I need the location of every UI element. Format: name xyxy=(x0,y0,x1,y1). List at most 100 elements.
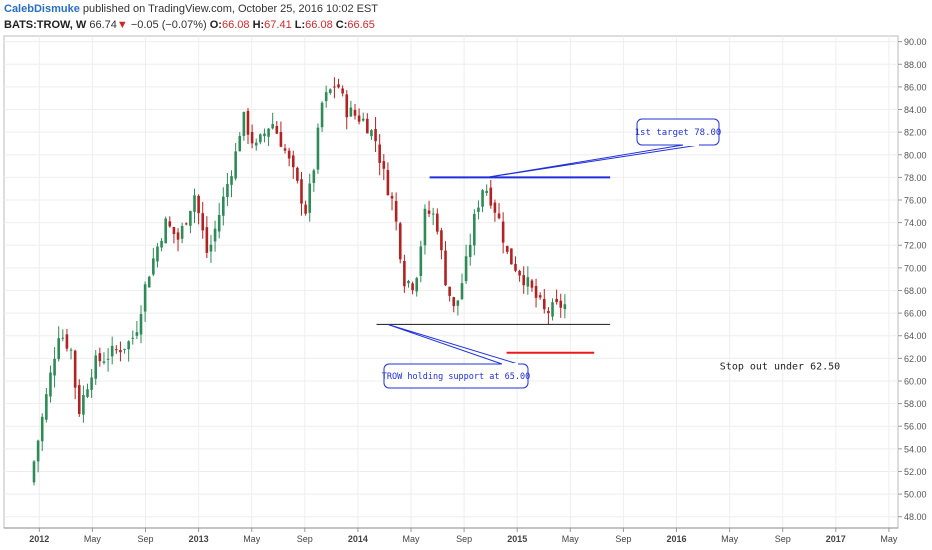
y-tick-label: 86.00 xyxy=(904,82,927,92)
target-callout-box[interactable] xyxy=(636,118,720,146)
candle-body xyxy=(300,179,303,204)
candle-body xyxy=(275,125,279,134)
low-label: L: xyxy=(294,19,306,31)
candle-body xyxy=(324,92,328,102)
candle-body xyxy=(156,246,159,262)
candle-body xyxy=(246,110,250,135)
symbol-line: BATS:TROW, W 66.74▼ −0.05 (−0.07%) O:66.… xyxy=(4,19,375,32)
y-tick-label: 80.00 xyxy=(904,150,927,160)
candle-body xyxy=(493,202,497,213)
candle-body xyxy=(423,208,427,246)
candle-body xyxy=(333,86,336,88)
candle-body xyxy=(427,210,431,214)
low-value: 66.08 xyxy=(305,19,333,31)
candle-body xyxy=(555,298,558,303)
candle-body xyxy=(547,310,550,314)
candle-body xyxy=(357,115,361,122)
support-callout-box[interactable] xyxy=(383,363,529,389)
target-callout-text: 1st target 78.00 xyxy=(635,128,722,138)
y-tick-label: 84.00 xyxy=(904,105,927,115)
candle-body xyxy=(45,394,48,420)
candle-body xyxy=(73,350,77,388)
candle-body xyxy=(254,142,258,146)
candle-body xyxy=(316,127,320,170)
candle-body xyxy=(205,227,209,253)
close-label: C: xyxy=(335,19,348,31)
y-tick-label: 48.00 xyxy=(904,512,927,522)
x-tick-label: May xyxy=(243,534,261,544)
candle-body xyxy=(147,276,151,288)
candle-body xyxy=(135,332,139,336)
close-value: 66.65 xyxy=(347,19,375,31)
target-pointer xyxy=(486,144,700,178)
candle-body xyxy=(143,284,147,312)
candle-body xyxy=(164,218,167,244)
candle-body xyxy=(415,278,419,292)
x-tick-label: May xyxy=(721,534,739,544)
support-pointer xyxy=(387,323,519,365)
callouts: 1st target 78.00 TROW holding support at … xyxy=(382,118,840,389)
candle-body xyxy=(460,283,464,300)
x-tick-label: May xyxy=(562,534,580,544)
symbol-label[interactable]: BATS:TROW, W xyxy=(4,19,87,31)
y-tick-label: 74.00 xyxy=(904,218,927,228)
candle-body xyxy=(259,134,262,143)
candle-body xyxy=(485,190,488,193)
candle-body xyxy=(559,300,563,308)
candle-body xyxy=(518,270,521,276)
candle-body xyxy=(337,84,340,88)
candle-body xyxy=(328,89,332,94)
x-tick-label: Sep xyxy=(138,534,154,544)
y-tick-label: 78.00 xyxy=(904,173,927,183)
candle-body xyxy=(271,124,274,129)
candle-body xyxy=(407,280,410,284)
y-tick-label: 54.00 xyxy=(904,444,927,454)
candle-body xyxy=(477,207,480,212)
candle-body xyxy=(127,341,130,350)
chart-header: CalebDismuke published on TradingView.co… xyxy=(0,0,932,34)
last-price: 66.74 xyxy=(89,19,117,31)
author-link[interactable]: CalebDismuke xyxy=(4,3,80,15)
candle-body xyxy=(563,304,567,310)
candle-body xyxy=(139,314,143,335)
support-pointer-join xyxy=(502,363,518,366)
candle-body xyxy=(320,102,324,128)
candle-body xyxy=(291,155,295,168)
candle-body xyxy=(481,190,484,207)
candle-body xyxy=(370,130,373,137)
y-tick-label: 88.00 xyxy=(904,60,927,70)
candle-body xyxy=(226,183,229,197)
candle-body xyxy=(106,358,110,360)
x-tick-label: May xyxy=(880,534,898,544)
y-tick-label: 62.00 xyxy=(904,354,927,364)
candles xyxy=(32,77,567,486)
candle-body xyxy=(209,244,213,252)
candle-body xyxy=(115,349,118,351)
y-tick-label: 56.00 xyxy=(904,422,927,432)
y-axis: 48.00 50.00 52.00 54.00 56.00 58.00 60.00 62.00… xyxy=(898,37,927,522)
candle-body xyxy=(189,210,192,226)
candle-body xyxy=(69,349,73,351)
candle-body xyxy=(394,200,398,222)
candle-body xyxy=(53,358,56,376)
candle-body xyxy=(538,295,542,298)
candle-body xyxy=(184,223,188,225)
candle-body xyxy=(86,389,89,397)
candle-body xyxy=(526,277,530,287)
candle-body xyxy=(119,350,122,353)
x-tick-label: Sep xyxy=(297,534,313,544)
price-change: −0.05 (−0.07%) xyxy=(130,19,207,31)
candle-body xyxy=(452,297,456,307)
candle-body xyxy=(497,213,501,219)
candle-body xyxy=(36,440,40,462)
candle-body xyxy=(448,286,451,296)
candle-body xyxy=(57,338,60,360)
candle-body xyxy=(287,150,291,159)
candle-body xyxy=(349,107,353,117)
candle-body xyxy=(180,225,184,239)
candle-body xyxy=(283,148,287,151)
candle-body xyxy=(160,240,163,248)
candle-body xyxy=(193,195,196,212)
candle-body xyxy=(230,176,233,185)
